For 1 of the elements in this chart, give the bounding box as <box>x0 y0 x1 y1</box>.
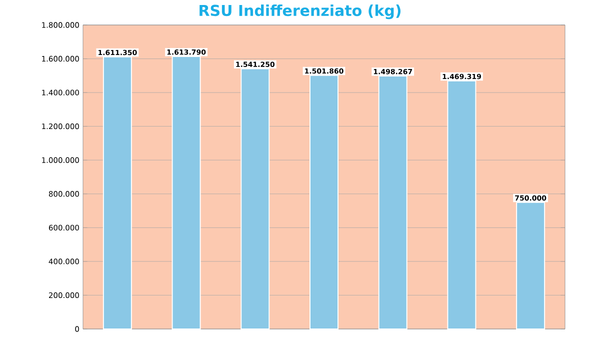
chart-title: RSU Indifferenziato (kg) <box>200 4 400 20</box>
